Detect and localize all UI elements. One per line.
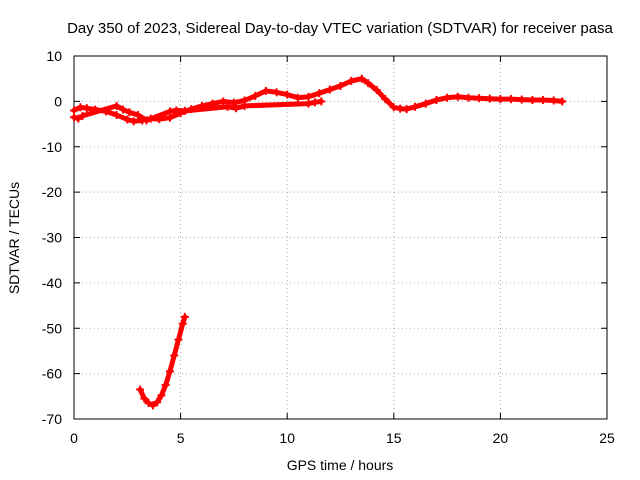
data-point	[496, 95, 505, 104]
y-tick-label: -70	[42, 411, 62, 427]
data-point	[174, 335, 183, 344]
data-point	[112, 101, 121, 110]
data-point	[161, 380, 170, 389]
data-point	[140, 394, 149, 403]
y-tick-label: 0	[54, 93, 62, 109]
data-point	[558, 97, 567, 106]
data-point	[133, 110, 142, 119]
data-point	[74, 114, 83, 123]
y-tick-label: -60	[42, 366, 62, 382]
data-point	[443, 93, 452, 102]
data-point	[517, 95, 526, 104]
data-point	[180, 106, 189, 115]
data-point	[293, 93, 302, 102]
y-tick-label: 10	[46, 48, 62, 64]
y-tick-label: -50	[42, 320, 62, 336]
data-point	[219, 97, 228, 106]
data-point	[148, 401, 157, 410]
data-point	[304, 99, 313, 108]
y-axis-label: SDTVAR / TECUs	[6, 182, 22, 294]
data-point	[144, 399, 153, 408]
data-point	[357, 74, 366, 83]
data-point	[464, 93, 473, 102]
data-point	[432, 96, 441, 105]
data-point	[240, 101, 249, 110]
data-point	[507, 95, 516, 104]
data-point	[70, 106, 78, 115]
data-point	[453, 92, 462, 101]
data-point	[411, 102, 420, 111]
data-point	[381, 95, 390, 104]
data-point	[78, 111, 87, 120]
data-point	[119, 105, 128, 114]
x-tick-label: 10	[279, 430, 295, 446]
data-point	[112, 110, 121, 119]
y-tick-label: -40	[42, 275, 62, 291]
data-point	[153, 398, 162, 407]
y-tick-label: -20	[42, 184, 62, 200]
data-point	[223, 102, 232, 111]
data-point	[549, 96, 558, 105]
data-point	[539, 96, 548, 105]
x-tick-label: 20	[493, 430, 509, 446]
data-point	[178, 319, 187, 328]
data-point	[129, 117, 138, 126]
y-axis-ticks: 10 0 -10 -20 -30 -40 -50 -60 -70	[42, 48, 607, 427]
data-point	[261, 86, 270, 95]
data-point	[402, 105, 411, 114]
data-point	[125, 108, 134, 117]
y-tick-label: -30	[42, 230, 62, 246]
data-point	[272, 88, 281, 97]
x-tick-label: 15	[386, 430, 402, 446]
data-point	[157, 391, 166, 400]
data-point	[170, 351, 179, 360]
x-axis-label: GPS time / hours	[287, 457, 394, 473]
data-point	[389, 103, 398, 112]
x-tick-label: 25	[599, 430, 615, 446]
data-points	[70, 74, 567, 410]
chart-title: Day 350 of 2023, Sidereal Day-to-day VTE…	[67, 20, 613, 37]
data-point	[232, 104, 241, 113]
data-point	[172, 106, 181, 115]
data-point	[364, 79, 373, 88]
x-tick-label: 5	[177, 430, 185, 446]
data-point	[421, 99, 430, 108]
data-point	[251, 91, 260, 100]
data-point	[82, 104, 91, 113]
data-point	[325, 85, 334, 94]
data-point	[315, 89, 324, 98]
data-point	[347, 76, 356, 85]
data-point	[372, 86, 381, 95]
grid-lines	[74, 56, 607, 419]
data-point	[528, 96, 537, 105]
x-tick-label: 0	[70, 430, 78, 446]
data-point	[336, 81, 345, 90]
data-point	[180, 312, 189, 321]
data-point	[485, 94, 494, 103]
data-point	[475, 94, 484, 103]
data-series	[70, 97, 326, 125]
data-series	[136, 312, 189, 410]
data-point	[283, 90, 292, 99]
x-axis-ticks: 0 5 10 15 20 25	[70, 56, 615, 446]
data-point	[317, 97, 326, 106]
data-point	[165, 367, 174, 376]
data-point	[70, 113, 78, 122]
y-tick-label: -10	[42, 139, 62, 155]
data-point	[136, 385, 145, 394]
data-point	[142, 116, 151, 125]
data-point	[304, 92, 313, 101]
data-point	[123, 115, 132, 124]
